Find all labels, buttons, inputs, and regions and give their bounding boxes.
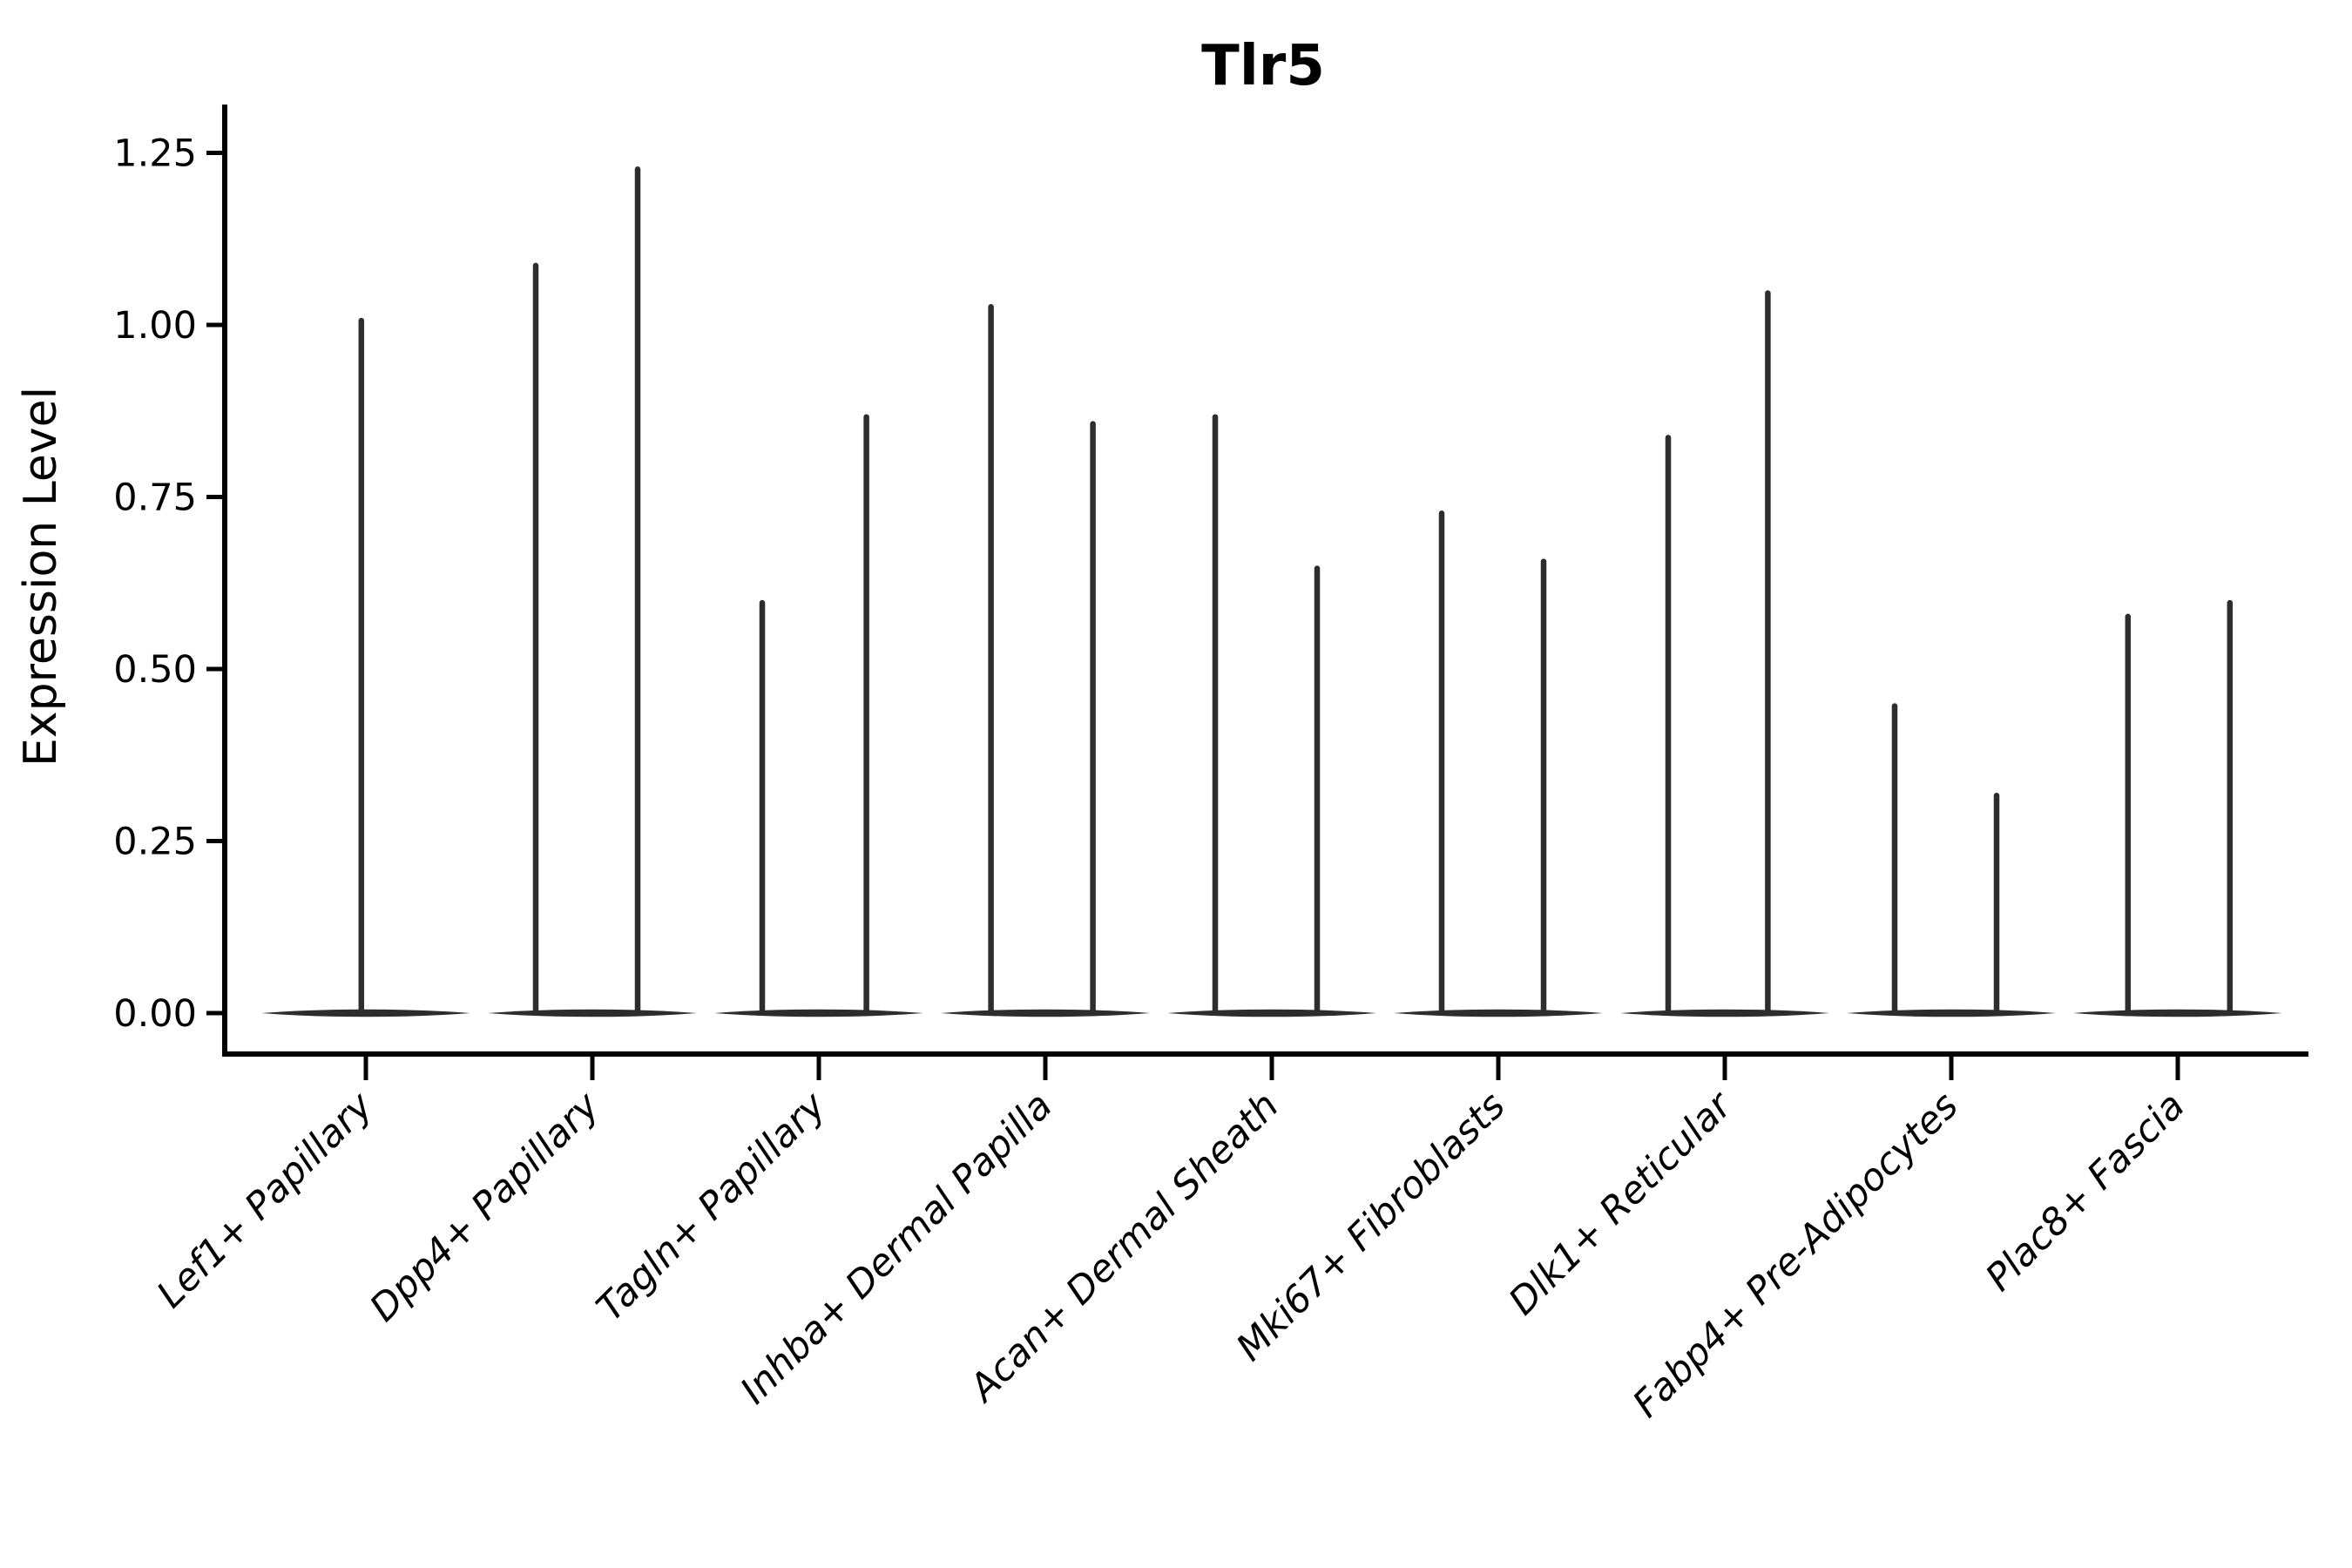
y-tick-label: 1.00	[113, 304, 197, 348]
violin-baseline	[1847, 1009, 2056, 1017]
violin-baseline	[1394, 1009, 1603, 1017]
violin-baseline	[1167, 1009, 1376, 1017]
violin-baseline	[261, 1009, 470, 1017]
y-axis-label: Expression Level	[15, 387, 67, 767]
violin-baseline	[1620, 1009, 1829, 1017]
x-tick-label: Lef1+ Papillary	[149, 1084, 382, 1316]
y-tick-label: 0.00	[113, 992, 197, 1036]
violin-baseline	[488, 1009, 697, 1017]
violin-baseline	[941, 1009, 1150, 1017]
x-tick-label: Dpp4+ Papillary	[362, 1084, 608, 1330]
y-tick-label: 1.25	[113, 132, 197, 176]
y-tick-label: 0.25	[113, 821, 197, 864]
x-tick-label: Plac8+ Fascia	[1977, 1084, 2193, 1300]
chart-title: Tlr5	[1201, 34, 1325, 98]
x-tick-label: Tagln+ Papillary	[589, 1084, 835, 1330]
x-tick-label: Dlk1+ Reticular	[1501, 1083, 1742, 1324]
y-tick-label: 0.75	[113, 476, 197, 520]
violin-baseline	[714, 1009, 923, 1017]
violin-baseline	[2073, 1009, 2282, 1017]
y-tick-label: 0.50	[113, 648, 197, 692]
